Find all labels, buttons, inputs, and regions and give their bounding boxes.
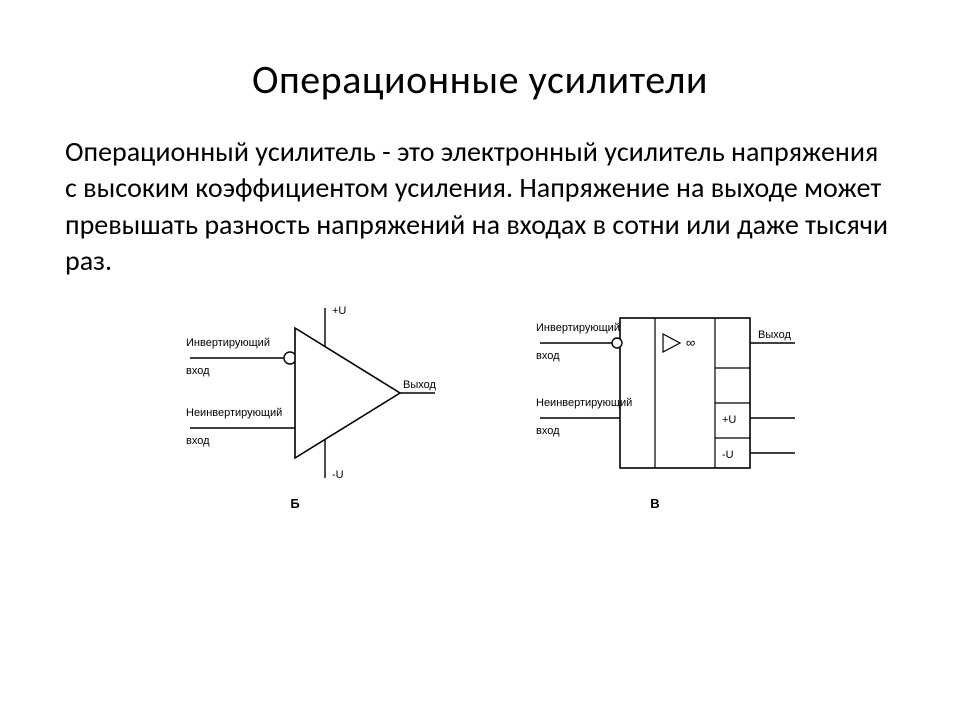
slide: Операционные усилители Операционный усил… bbox=[0, 0, 960, 720]
diagram-a-caption: Б bbox=[290, 496, 299, 511]
label-plus-u-b: +U bbox=[722, 414, 736, 426]
diagram-b-caption: В bbox=[650, 496, 659, 511]
diagram-b-block: ∞ +U -U Инвертирующий вход Неинвертирующ… bbox=[500, 298, 810, 511]
slide-title: Операционные усилители bbox=[0, 0, 960, 114]
label-inv-1: Инвертирующий bbox=[186, 337, 270, 349]
label-noninv-2b: вход bbox=[536, 425, 560, 437]
label-minus-u: -U bbox=[332, 469, 344, 481]
label-noninv-2: вход bbox=[186, 435, 210, 447]
label-output: Выход bbox=[403, 379, 436, 391]
opamp-rect-diagram: ∞ +U -U Инвертирующий вход Неинвертирующ… bbox=[500, 298, 810, 488]
diagram-row: +U -U Инвертирующий вход Неинвертирующий… bbox=[0, 298, 960, 511]
label-inv-1b: Инвертирующий bbox=[536, 322, 620, 334]
label-noninv-1b: Неинвертирующий bbox=[536, 397, 632, 409]
diagram-a-block: +U -U Инвертирующий вход Неинвертирующий… bbox=[150, 298, 440, 511]
label-inv-2b: вход bbox=[536, 350, 560, 362]
label-infinity: ∞ bbox=[686, 335, 695, 350]
slide-body: Операционный усилитель - это электронный… bbox=[0, 114, 960, 280]
label-noninv-1: Неинвертирующий bbox=[186, 407, 282, 419]
opamp-triangle-diagram: +U -U Инвертирующий вход Неинвертирующий… bbox=[150, 298, 440, 488]
label-plus-u: +U bbox=[332, 305, 346, 317]
label-minus-u-b: -U bbox=[722, 449, 734, 461]
label-inv-2: вход bbox=[186, 365, 210, 377]
label-output-b: Выход bbox=[758, 329, 791, 341]
